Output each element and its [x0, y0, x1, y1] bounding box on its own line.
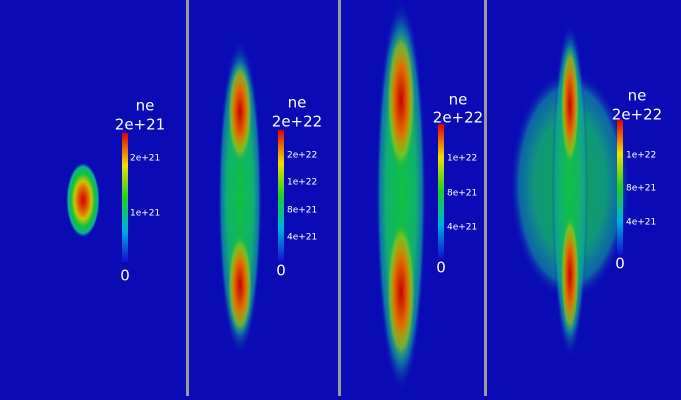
- colorbar-tick: 2e+22: [287, 151, 317, 161]
- colorbar: [617, 120, 623, 255]
- colorbar-title: ne: [449, 91, 468, 109]
- plasma-core: [387, 222, 415, 362]
- plasma-core: [561, 45, 579, 165]
- colorbar-tick: 4e+21: [626, 218, 656, 228]
- colorbar-title: ne: [628, 87, 647, 105]
- colorbar-tick: 1e+21: [130, 209, 160, 219]
- separator: [338, 0, 341, 396]
- colorbar: [438, 124, 444, 258]
- colorbar-tick: 8e+21: [447, 189, 477, 199]
- colorbar-tick: 8e+21: [287, 206, 317, 216]
- colorbar-title: ne: [288, 94, 307, 112]
- colorbar-max: 2e+22: [272, 113, 322, 131]
- colorbar-tick: 1e+22: [626, 151, 656, 161]
- colorbar-title: ne: [136, 97, 155, 115]
- plasma-core: [561, 215, 579, 335]
- colorbar-tick: 4e+21: [287, 233, 317, 243]
- plasma: [66, 162, 100, 238]
- colorbar-min: 0: [436, 259, 446, 277]
- colorbar-max: 2e+22: [433, 109, 483, 127]
- separator: [186, 0, 189, 396]
- colorbar-max: 2e+22: [612, 106, 662, 124]
- colorbar: [122, 133, 128, 262]
- colorbar-tick: 8e+21: [626, 184, 656, 194]
- colorbar-tick: 4e+21: [447, 223, 477, 233]
- colorbar-min: 0: [276, 262, 286, 280]
- colorbar-min: 0: [615, 255, 625, 273]
- colorbar-max: 2e+21: [115, 116, 165, 134]
- colorbar-tick: 2e+21: [130, 154, 160, 164]
- colorbar-min: 0: [120, 267, 130, 285]
- plasma-core: [228, 62, 252, 162]
- separator: [484, 0, 487, 396]
- plasma-core: [387, 30, 415, 170]
- colorbar-tick: 1e+22: [447, 154, 477, 164]
- plasma-core: [228, 235, 252, 335]
- colorbar-tick: 1e+22: [287, 178, 317, 188]
- colorbar: [278, 130, 284, 262]
- plasma: [552, 22, 588, 358]
